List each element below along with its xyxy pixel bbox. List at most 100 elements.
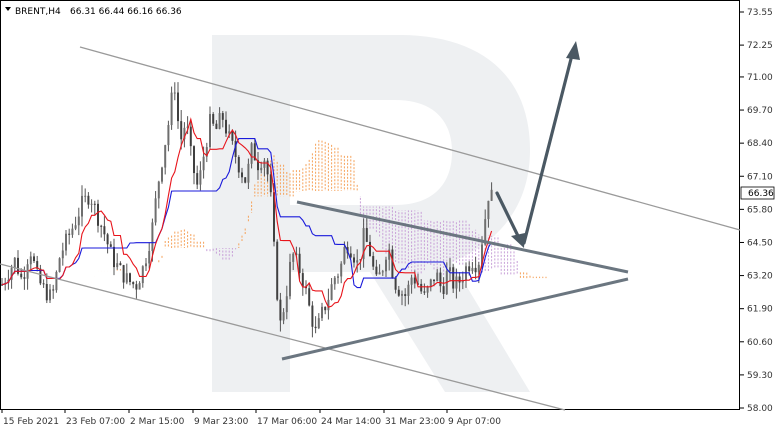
y-tick-label: 68.40 [747,139,773,149]
candle-body [468,266,471,272]
candle-body [420,283,423,292]
candle-body [189,126,192,147]
kijun-sen-line [1,138,493,289]
candle-body [103,226,106,235]
candle-body [221,113,224,120]
price-axis: 73.55 72.25 71.00 69.70 68.40 67.10 65.80 64.50… [740,8,773,414]
candle-body [375,266,378,275]
candle-body [49,289,51,301]
candle-body [148,250,151,264]
candle-body [202,156,205,171]
candle-body [461,280,464,283]
candle-body [369,241,371,257]
candle-body [490,189,493,201]
candle-body [333,277,336,285]
candle-body [388,249,391,260]
candle-body [237,157,240,173]
candle-body [378,272,381,275]
candle-body [372,256,375,267]
candle-body [330,284,333,300]
candle-body [183,127,186,140]
candle-body [151,222,154,251]
candle-body [154,198,157,223]
candle-body [87,195,90,205]
x-tick-label: 23 Feb 07:00 [66,417,125,427]
candle-body [205,147,208,157]
candle-body [77,216,80,226]
candle-body [106,234,109,245]
candle-body [218,113,221,129]
candle-body [23,277,26,279]
candle-body [381,271,384,273]
candle-body [295,253,298,255]
current-price-label: 66.36 [748,189,774,199]
candle-body [161,167,163,182]
candle-body [260,167,263,171]
y-tick-label: 64.50 [747,238,773,248]
candle-body [359,259,362,261]
candle-body [321,306,323,319]
y-tick-label: 60.60 [747,338,773,348]
candle-body [10,268,13,280]
candle-body [20,273,23,278]
candle-body [228,131,231,134]
candle-body [193,146,195,174]
candle-body [135,284,138,290]
triangle-down-icon[interactable] [5,7,11,11]
candle-body [231,131,234,141]
candle-body [36,261,39,269]
candle-body [423,291,426,293]
candle-body [177,92,179,122]
candle-body [93,203,96,205]
candle-body [100,225,103,227]
candle-body [42,283,45,285]
candle-body [212,114,215,124]
candle-body [484,219,487,245]
candle-body [282,312,285,321]
candle-body [113,246,115,268]
candle-body [250,143,253,164]
candle-body [340,263,343,277]
x-tick-label: 24 Mar 14:00 [321,417,381,427]
candle-body [81,195,83,217]
candle-body [65,233,67,251]
candle-body [119,263,122,266]
candle-body [116,263,119,268]
arrow-head-down-icon [511,233,525,248]
x-tick-label: 15 Feb 2021 [3,417,59,427]
candle-body [196,173,199,185]
x-tick-label: 31 Mar 23:00 [385,417,445,427]
candle-body [298,253,301,274]
y-tick-label: 63.20 [747,272,773,282]
chart-header: BRENT,H4 66.31 66.44 66.16 66.36 [5,7,182,17]
candle-body [455,276,458,289]
candle-body [141,266,144,284]
candle-body [449,267,451,271]
candle-body [404,294,407,296]
triangle-upper-line [296,200,629,274]
plot-frame [0,0,740,410]
candle-body [327,299,330,311]
candle-body [1,284,3,286]
candle-body [365,228,368,242]
candle-body [225,119,227,134]
candle-body [17,257,19,274]
candle-body [234,140,237,158]
channel-lower-line [0,263,566,411]
candle-body [385,259,387,272]
candle-body [362,228,365,260]
candle-body [157,181,160,199]
candle-body [301,273,304,287]
candle-body [314,326,317,329]
candle-body [343,247,346,264]
candle-body [407,284,410,296]
y-tick-label: 69.70 [747,106,773,116]
candle-body [180,121,183,140]
candle-body [279,299,282,321]
candle-body [452,267,455,289]
candle-body [122,265,125,283]
candle-body [52,289,55,291]
candle-body [90,203,93,205]
candle-body [33,256,35,262]
